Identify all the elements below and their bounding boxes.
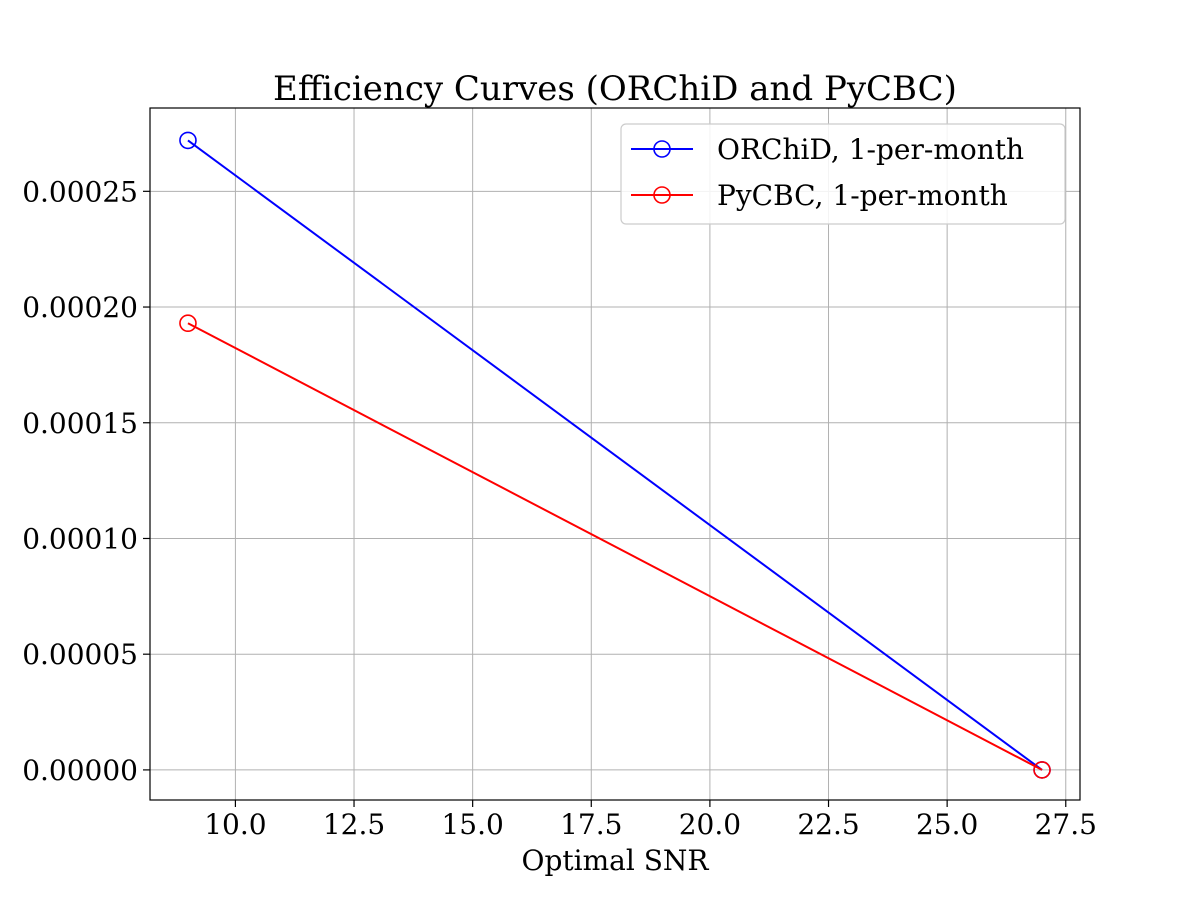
data-point-marker bbox=[179, 314, 197, 333]
y-tick-label: 0.00010 bbox=[22, 522, 138, 555]
x-tick-label: 17.5 bbox=[560, 808, 622, 841]
legend-item: PyCBC, 1-per-month bbox=[631, 179, 1008, 212]
y-tick-label: 0.00015 bbox=[22, 407, 138, 440]
x-tick-label: 12.5 bbox=[323, 808, 385, 841]
legend-marker-swatch bbox=[653, 140, 671, 158]
series-line bbox=[187, 139, 1043, 771]
legend-label: ORChiD, 1-per-month bbox=[717, 133, 1024, 166]
data-point-marker bbox=[179, 131, 197, 150]
legend-label: PyCBC, 1-per-month bbox=[717, 179, 1008, 212]
grid-lines bbox=[150, 108, 1080, 800]
chart-title: Efficiency Curves (ORChiD and PyCBC) bbox=[273, 69, 957, 109]
series-layer bbox=[179, 131, 1051, 779]
y-tick-label: 0.00000 bbox=[22, 754, 138, 787]
legend-marker-swatch bbox=[653, 186, 671, 204]
data-point-marker bbox=[1033, 761, 1051, 779]
x-axis-label: Optimal SNR bbox=[522, 844, 710, 877]
series-line bbox=[187, 322, 1043, 771]
legend-box bbox=[620, 123, 1066, 225]
y-tick-label: 0.00005 bbox=[22, 638, 138, 671]
x-tick-label: 20.0 bbox=[679, 808, 741, 841]
y-tick-label: 0.00025 bbox=[22, 175, 138, 208]
legend: ORChiD, 1-per-month PyCBC, 1-per-month bbox=[620, 123, 1066, 225]
legend-item: ORChiD, 1-per-month bbox=[631, 133, 1024, 166]
x-tick-label: 25.0 bbox=[916, 808, 978, 841]
x-tick-label: 22.5 bbox=[797, 808, 859, 841]
x-tick-label: 15.0 bbox=[441, 808, 503, 841]
plot-area-frame bbox=[149, 107, 1081, 801]
x-tick-label: 27.5 bbox=[1035, 808, 1097, 841]
x-tick-label: 10.0 bbox=[204, 808, 266, 841]
series-2 bbox=[179, 314, 1051, 779]
y-tick-label: 0.00020 bbox=[22, 291, 138, 324]
axis-ticks: 10.0 12.5 15.0 17.5 20.0 22.5 25.0 27.5 0.00000 0… bbox=[22, 175, 1097, 841]
